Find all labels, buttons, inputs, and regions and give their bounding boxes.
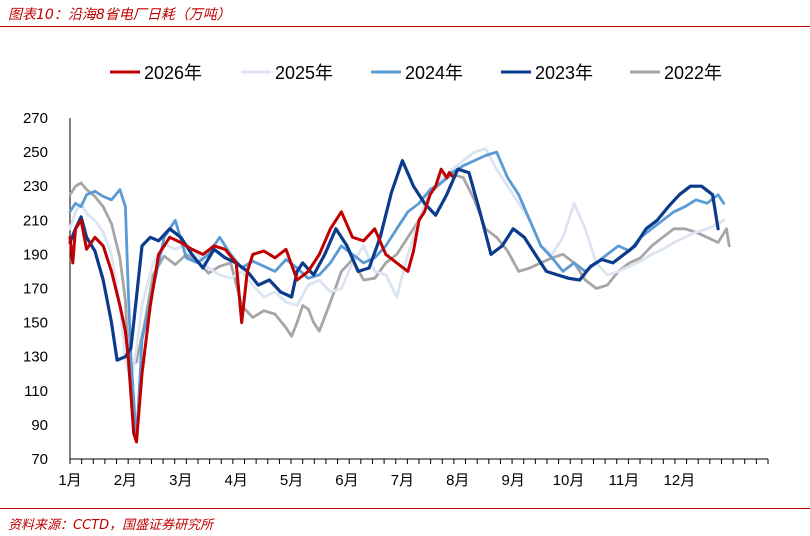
legend-label: 2022年 [664, 63, 722, 83]
x-tick-label: 8月 [446, 472, 469, 489]
x-tick-label: 10月 [553, 472, 585, 489]
y-tick-label: 70 [31, 451, 48, 468]
x-tick-label: 2月 [114, 472, 137, 489]
x-axis: 1月 2月 3月 4月 5月 6月 7月 8月 9月 10月 11月 12月 [58, 458, 769, 489]
line-chart: 2026年 2025年 2024年 2023年 2022年 70 90 110 130 150 1… [23, 63, 769, 489]
x-tick-label: 12月 [664, 472, 696, 489]
x-tick-label: 6月 [335, 472, 358, 489]
y-tick-label: 250 [23, 144, 48, 161]
y-tick-label: 130 [23, 349, 48, 366]
figure-title: 图表10：沿海8省电厂日耗（万吨） [8, 7, 231, 23]
y-axis: 70 90 110 130 150 170 190 210 230 250 270 [23, 110, 71, 468]
series-line-2023年 [68, 159, 720, 362]
y-tick-label: 150 [23, 315, 48, 332]
y-tick-label: 110 [24, 383, 48, 400]
series-line-2025年 [68, 147, 726, 384]
x-tick-label: 7月 [391, 472, 414, 489]
bottom-rule [0, 508, 810, 509]
top-rule [0, 26, 810, 27]
plot-area [68, 147, 731, 444]
source-note: 资料来源：CCTD，国盛证券研究所 [8, 518, 214, 533]
x-tick-label: 5月 [280, 472, 303, 489]
series-line-2026年 [68, 167, 454, 444]
y-tick-label: 190 [23, 246, 48, 263]
legend-label: 2025年 [275, 63, 333, 83]
x-tick-label: 3月 [169, 472, 192, 489]
series-line-2022年 [68, 172, 731, 367]
series-line-2024年 [68, 150, 726, 444]
x-tick-label: 11月 [609, 472, 640, 489]
x-tick-label: 4月 [225, 472, 248, 489]
legend-label: 2023年 [535, 63, 593, 83]
x-tick-label: 9月 [502, 472, 525, 489]
legend-label: 2026年 [144, 63, 202, 83]
chart-legend: 2026年 2025年 2024年 2023年 2022年 [110, 63, 722, 83]
y-tick-label: 270 [23, 110, 48, 127]
x-tick-label: 1月 [58, 472, 81, 489]
y-tick-label: 90 [31, 417, 48, 434]
legend-label: 2024年 [405, 63, 463, 83]
y-tick-label: 230 [23, 178, 48, 195]
y-tick-label: 170 [23, 281, 48, 298]
y-tick-label: 210 [23, 212, 48, 229]
